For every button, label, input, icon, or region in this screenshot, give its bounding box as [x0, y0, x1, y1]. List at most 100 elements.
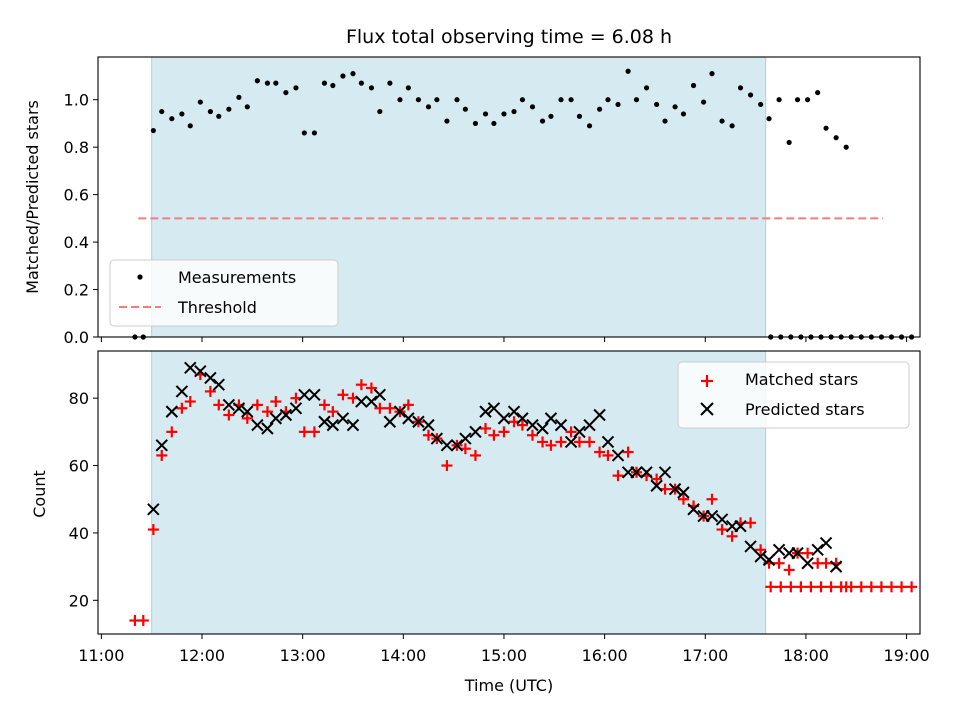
matched-point: [773, 557, 785, 569]
x-tick-label: 19:00: [884, 646, 930, 665]
matched-point: [261, 406, 273, 418]
legend-measurements-label: Measurements: [178, 268, 296, 287]
matched-point: [308, 426, 320, 438]
matched-point: [223, 409, 235, 421]
bottom-y-axis-label: Count: [30, 470, 49, 518]
matched-point: [270, 396, 282, 408]
predicted-point: [469, 425, 482, 439]
measurement-point: [462, 106, 468, 112]
measurement-point: [519, 97, 526, 103]
predicted-point: [155, 439, 168, 452]
predicted-point: [601, 435, 615, 449]
predicted-point: [232, 402, 246, 415]
measurement-point: [273, 80, 279, 86]
predicted-point: [772, 543, 786, 556]
measurement-point: [586, 123, 593, 129]
predicted-point: [450, 439, 464, 452]
predicted-point: [373, 388, 387, 402]
measurement-point: [815, 89, 821, 96]
matched-point: [184, 396, 196, 408]
measurement-point: [654, 101, 660, 108]
predicted-point: [536, 422, 549, 435]
matched-point: [906, 581, 918, 593]
legend-matched-marker: [701, 375, 713, 387]
predicted-point: [487, 402, 501, 415]
measurement-point: [159, 108, 165, 115]
predicted-point: [298, 388, 311, 402]
matched-point: [384, 402, 396, 414]
measurement-point: [405, 85, 411, 91]
measurement-point: [150, 127, 156, 134]
measurement-point: [680, 111, 687, 117]
predicted-point: [630, 466, 643, 479]
matched-point: [537, 436, 549, 448]
matched-point: [204, 385, 216, 397]
measurement-point: [321, 80, 328, 86]
y-tick-label: 0.6: [64, 186, 89, 205]
measurement-point: [729, 123, 735, 129]
measurement-point: [358, 80, 364, 86]
matched-point: [526, 429, 538, 441]
measurement-point: [558, 97, 564, 103]
x-tick-label: 17:00: [682, 646, 728, 665]
measurement-point: [425, 104, 432, 110]
measurement-point: [794, 97, 801, 103]
matched-point: [516, 419, 528, 431]
matched-point: [365, 382, 377, 394]
measurement-point: [596, 106, 603, 112]
predicted-point: [355, 395, 368, 408]
legend-predicted-marker: [700, 402, 714, 416]
y-tick-label: 0.0: [64, 328, 89, 347]
predicted-point: [184, 361, 197, 375]
predicted-point: [526, 418, 539, 432]
matched-point: [875, 581, 887, 593]
predicted-point: [402, 412, 415, 425]
measurement-point: [377, 108, 383, 115]
matched-point: [318, 399, 330, 411]
matched-point: [441, 460, 453, 472]
y-tick-label: 0.2: [64, 281, 89, 300]
matched-point: [355, 379, 367, 391]
y-tick-label: 60: [69, 457, 89, 476]
measurement-point: [254, 78, 260, 84]
predicted-point: [175, 385, 189, 398]
measurement-point: [444, 118, 450, 124]
matched-point: [775, 581, 787, 593]
measurement-point: [690, 82, 697, 89]
bottom-y-ticks: 20 40 60 80: [69, 389, 98, 610]
measurement-point: [662, 118, 668, 124]
matched-point: [815, 581, 827, 593]
predicted-point: [440, 439, 454, 452]
measurement-point: [169, 116, 175, 122]
predicted-point: [289, 402, 303, 415]
measurement-point: [529, 104, 536, 110]
measurement-point: [311, 130, 318, 136]
matched-point: [825, 581, 837, 593]
measurement-point: [434, 97, 440, 103]
y-tick-label: 1.0: [64, 91, 89, 110]
predicted-point: [715, 513, 729, 526]
predicted-point: [687, 503, 700, 516]
y-tick-label: 20: [69, 591, 89, 610]
matched-point: [480, 422, 492, 434]
measurement-point: [187, 123, 193, 129]
matched-point: [677, 493, 689, 505]
measurement-point: [368, 85, 375, 91]
matched-point: [469, 449, 481, 461]
predicted-point: [593, 408, 606, 422]
measurement-point: [605, 97, 611, 103]
measurement-point: [805, 97, 811, 103]
matched-point: [584, 436, 596, 448]
predicted-point: [507, 405, 521, 418]
matched-point: [726, 530, 738, 542]
predicted-point: [336, 412, 350, 425]
matched-point: [594, 446, 606, 458]
x-tick-label: 18:00: [783, 646, 829, 665]
measurement-point: [350, 71, 356, 77]
predicted-point: [658, 466, 672, 479]
measurement-point: [633, 97, 640, 103]
matched-point: [855, 581, 867, 593]
measurement-point: [833, 135, 839, 141]
matched-point: [602, 449, 614, 461]
predicted-point: [194, 365, 207, 378]
